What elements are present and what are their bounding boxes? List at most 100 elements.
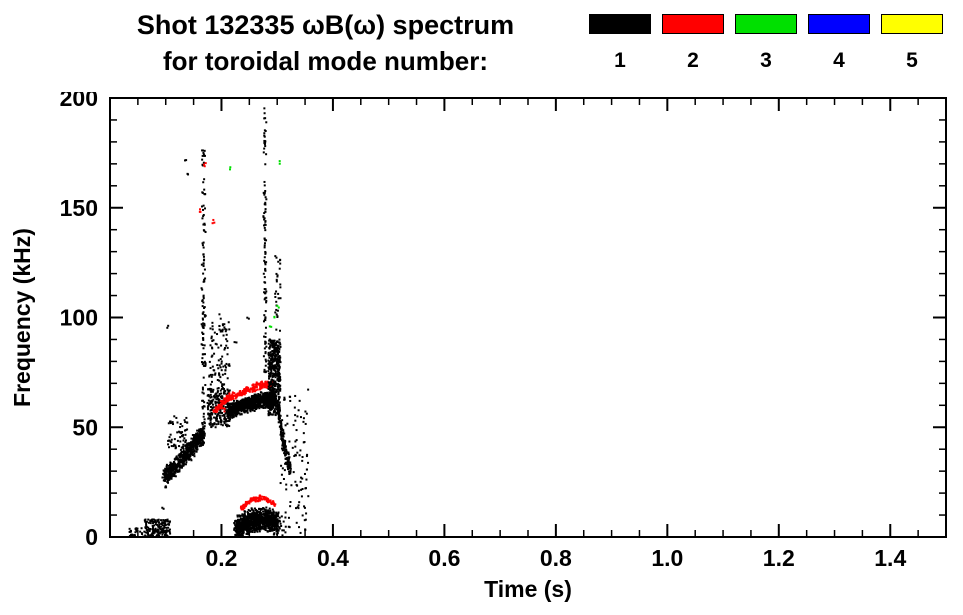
data-point [204, 362, 207, 365]
data-point [260, 381, 263, 384]
data-point [226, 340, 229, 343]
data-point [274, 394, 277, 397]
data-point [228, 363, 231, 366]
data-point [203, 364, 206, 367]
data-point [278, 404, 281, 407]
data-point [276, 346, 279, 349]
data-point [203, 344, 206, 347]
data-point [159, 531, 162, 534]
data-point [278, 410, 281, 413]
data-point [263, 288, 266, 291]
data-point [166, 518, 169, 521]
data-point [268, 399, 271, 402]
data-point [179, 426, 182, 429]
data-point [273, 517, 276, 520]
data-point [153, 531, 156, 534]
data-point [264, 316, 267, 319]
data-point [171, 421, 174, 424]
data-point [287, 463, 290, 466]
data-point [267, 359, 270, 362]
data-point [270, 392, 273, 395]
data-point [218, 402, 221, 405]
data-point [176, 458, 179, 461]
data-point [211, 390, 214, 393]
data-point [256, 519, 259, 522]
data-point [277, 297, 280, 300]
data-point [212, 406, 215, 409]
data-point [277, 292, 280, 295]
data-point [244, 398, 247, 401]
data-point [263, 226, 266, 229]
data-point [170, 477, 173, 480]
data-point [258, 519, 261, 522]
data-point [276, 344, 279, 347]
data-point [249, 388, 252, 391]
data-point [274, 355, 277, 358]
data-point [244, 502, 247, 505]
data-point [234, 520, 237, 523]
data-point [265, 381, 268, 384]
data-point [263, 347, 266, 350]
data-point [215, 394, 218, 397]
data-point [307, 461, 310, 464]
data-point [200, 444, 203, 447]
data-point [152, 518, 155, 521]
data-point [286, 452, 289, 455]
data-point [165, 463, 168, 466]
data-point [269, 351, 272, 354]
data-point [176, 431, 179, 434]
legend-swatch-mode-4 [808, 14, 870, 34]
data-point [171, 462, 174, 465]
data-point [239, 530, 242, 533]
data-point [240, 521, 243, 524]
data-point [265, 386, 268, 389]
data-point [270, 357, 273, 360]
data-point [227, 391, 230, 394]
data-point [255, 395, 258, 398]
data-point [226, 413, 229, 416]
data-point [275, 278, 278, 281]
data-point [279, 283, 282, 286]
data-point [243, 408, 246, 411]
data-point [271, 365, 274, 368]
data-point [207, 405, 210, 408]
data-point [158, 527, 161, 530]
data-point [241, 399, 244, 402]
data-point [283, 452, 286, 455]
data-point [265, 360, 268, 363]
data-point [253, 403, 256, 406]
data-point [145, 522, 148, 525]
data-point [251, 517, 254, 520]
data-point [269, 526, 272, 529]
data-point [264, 517, 267, 520]
data-point [263, 242, 266, 245]
data-point [251, 508, 254, 511]
data-point [256, 523, 259, 526]
data-point [268, 366, 271, 369]
data-point [220, 396, 223, 399]
data-point [241, 523, 244, 526]
data-point [263, 180, 266, 183]
data-point [294, 440, 297, 443]
data-point [165, 519, 168, 522]
data-point [271, 524, 274, 527]
data-point [259, 401, 262, 404]
data-point [201, 317, 204, 320]
data-point [128, 534, 131, 537]
data-point [278, 527, 281, 530]
data-point [272, 359, 275, 362]
data-point [235, 523, 238, 526]
data-point [240, 410, 243, 413]
data-point [274, 342, 277, 345]
data-point [201, 305, 204, 308]
data-point [277, 399, 280, 402]
data-point [227, 411, 230, 414]
data-point [230, 397, 233, 400]
data-point [221, 330, 224, 333]
data-point [145, 520, 148, 523]
data-point [263, 134, 266, 137]
data-point [256, 527, 259, 530]
data-point [202, 259, 205, 262]
x-tick-label: 1.2 [763, 545, 795, 571]
data-point [260, 508, 263, 511]
